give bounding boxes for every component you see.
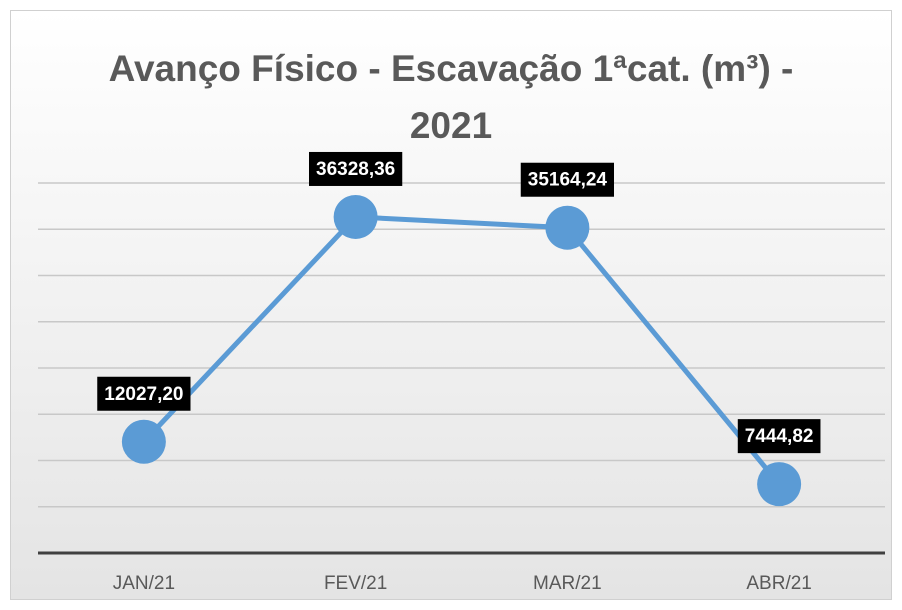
x-tick-label: MAR/21: [533, 573, 602, 594]
data-label-box: [520, 162, 614, 197]
line: [142, 214, 782, 486]
data-label: 36328,36: [316, 159, 395, 180]
data-label-box: [97, 376, 191, 411]
marker: [545, 205, 590, 250]
data-label: 12027,20: [104, 384, 183, 405]
chart-frame: [10, 10, 892, 600]
marker: [757, 462, 802, 507]
marker: [333, 194, 378, 239]
data-label-box: [309, 151, 403, 186]
chart-title: Avanço Físico - Escavação 1ªcat. (m³) - …: [108, 48, 794, 146]
x-tick-label: JAN/21: [113, 573, 175, 594]
data-label-box: [737, 419, 821, 454]
data-label: 7444,82: [745, 426, 814, 447]
x-tick-label: ABR/21: [746, 573, 811, 594]
marker: [121, 419, 166, 464]
x-tick-label: FEV/21: [324, 573, 387, 594]
data-label: 35164,24: [528, 170, 608, 191]
